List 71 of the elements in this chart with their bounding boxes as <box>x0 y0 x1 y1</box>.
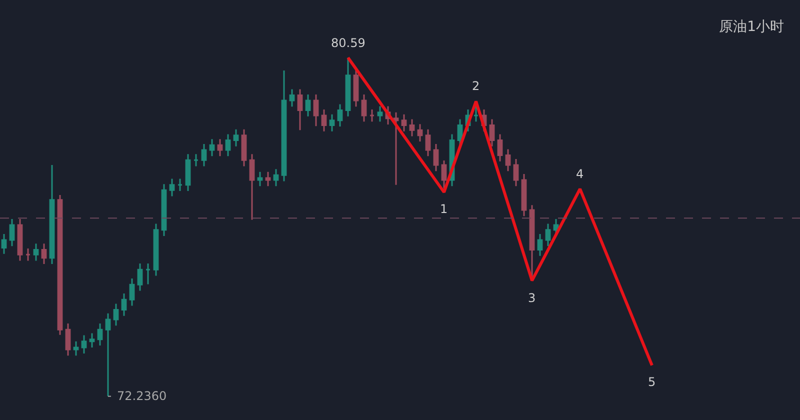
candlestick <box>249 153 255 221</box>
candlestick <box>201 143 207 167</box>
candlestick <box>393 112 399 186</box>
annotation: 72.2360 <box>117 389 167 403</box>
annotation: 3 <box>528 291 536 305</box>
candlestick <box>425 128 431 157</box>
candlestick <box>81 334 87 354</box>
annotation: 80.59 <box>331 36 366 50</box>
candlestick <box>57 194 63 336</box>
candlestick <box>129 278 135 306</box>
candlestick <box>361 94 367 122</box>
candlestick <box>441 160 447 190</box>
candlestick <box>537 233 543 257</box>
annotation: 4 <box>576 167 584 181</box>
candlestick <box>161 183 167 237</box>
candlestick <box>113 302 119 326</box>
candlestick <box>289 88 295 108</box>
candlestick <box>353 68 359 108</box>
candlestick <box>9 218 15 247</box>
candlestick <box>409 118 415 137</box>
candlestick <box>153 223 159 276</box>
candlestick <box>217 138 223 157</box>
chart-title: 原油1小时 <box>719 18 784 35</box>
candlestick <box>265 171 271 187</box>
candlestick <box>329 114 335 132</box>
candlestick <box>209 138 215 157</box>
annotation: 2 <box>472 79 480 93</box>
candlestick <box>497 133 503 162</box>
candlestick <box>33 242 39 262</box>
candlestick <box>73 340 79 356</box>
candlestick <box>25 248 31 262</box>
candlestick <box>193 153 199 167</box>
candlestick <box>273 168 279 187</box>
candlestick <box>369 108 375 122</box>
candlestick <box>321 108 327 132</box>
candlestick <box>489 118 495 148</box>
candlestick <box>241 128 247 167</box>
candlestick <box>49 164 55 265</box>
candlestick <box>185 153 191 192</box>
candlestick <box>225 133 231 157</box>
candlestick <box>281 70 287 182</box>
candlestick <box>433 143 439 172</box>
candlestick <box>97 322 103 346</box>
candlestick <box>89 332 95 348</box>
candlestick <box>1 233 7 255</box>
candlestick <box>297 88 303 131</box>
candlestick <box>473 104 479 122</box>
candlestick <box>105 312 111 398</box>
candlestick <box>121 292 127 317</box>
candlestick <box>521 173 527 217</box>
candlestick <box>313 94 319 127</box>
candlestick <box>137 262 143 292</box>
annotation: 5 <box>648 375 656 389</box>
candlestick <box>41 242 47 265</box>
annotation: 1 <box>440 202 448 216</box>
candlestick <box>169 178 175 197</box>
candlestick <box>513 158 519 187</box>
candlestick <box>529 204 535 278</box>
candlestick <box>65 322 71 356</box>
candlestick <box>417 123 423 142</box>
candlestick <box>145 262 151 285</box>
candlestick <box>401 114 407 132</box>
candlestick <box>17 218 23 262</box>
candlestick <box>305 94 311 118</box>
candlestick <box>233 128 239 148</box>
candlestick <box>337 103 343 128</box>
candlestick <box>505 148 511 172</box>
candlestick <box>257 171 263 187</box>
candlestick <box>377 105 383 122</box>
candlestick <box>177 178 183 192</box>
candlestick <box>545 223 551 247</box>
